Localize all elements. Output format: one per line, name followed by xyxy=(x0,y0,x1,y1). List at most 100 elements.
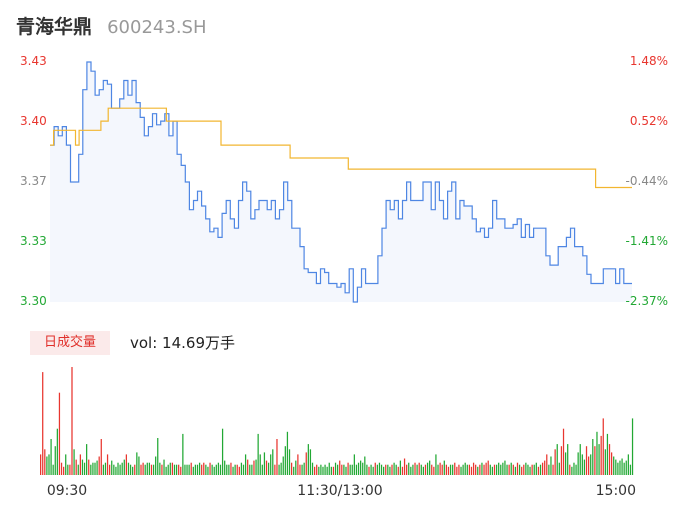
volume-bar xyxy=(278,464,280,475)
volume-bar xyxy=(481,462,483,475)
volume-bar xyxy=(209,462,211,475)
volume-bar xyxy=(464,462,466,475)
volume-bar xyxy=(79,454,81,475)
volume-bar xyxy=(370,464,372,475)
volume-bar xyxy=(349,464,351,475)
volume-bar xyxy=(109,464,111,475)
volume-bar xyxy=(288,449,291,475)
volume-bar xyxy=(173,464,176,475)
volume-bar xyxy=(178,464,180,475)
volume-bar xyxy=(606,433,609,475)
volume-bar xyxy=(383,466,385,475)
volume-bar xyxy=(441,464,443,475)
volume-bar xyxy=(539,464,542,475)
volume-bar xyxy=(504,460,506,475)
volume-bar xyxy=(257,433,259,475)
volume-bar xyxy=(416,464,418,475)
volume-bar xyxy=(69,464,71,475)
volume-bar xyxy=(401,466,404,475)
volume-bar xyxy=(261,464,263,475)
volume-bar xyxy=(165,466,167,475)
volume-bar xyxy=(328,462,330,475)
volume-bar xyxy=(372,466,374,475)
volume-bar xyxy=(132,466,134,475)
volume-bar xyxy=(270,454,272,475)
volume-bar xyxy=(295,460,297,475)
volume-bar xyxy=(516,462,519,475)
volume-bar xyxy=(429,460,431,475)
volume-bar xyxy=(567,444,569,475)
volume-bar xyxy=(610,452,613,475)
volume-bar xyxy=(466,464,468,475)
volume-bar xyxy=(106,454,109,475)
volume-bar xyxy=(587,456,590,475)
volume-bar xyxy=(236,464,238,475)
volume-bar xyxy=(307,444,309,475)
volume-bar xyxy=(347,462,349,475)
volume-bar xyxy=(334,462,337,475)
volume-bar xyxy=(493,464,496,475)
volume-bar xyxy=(575,464,577,475)
volume-bar xyxy=(483,464,485,475)
volume-bar xyxy=(125,454,127,475)
volume-bar xyxy=(613,456,615,475)
stock-header: 青海华鼎 600243.SH xyxy=(16,12,207,40)
volume-bar xyxy=(619,460,621,475)
volume-bar xyxy=(146,462,148,475)
volume-bar xyxy=(571,466,573,475)
volume-bar xyxy=(408,462,410,475)
volume-bar xyxy=(420,464,422,475)
volume-bar xyxy=(63,466,65,475)
volume-bar xyxy=(600,435,602,475)
volume-bar xyxy=(330,466,332,475)
price-line xyxy=(50,61,632,303)
volume-bar xyxy=(353,454,355,475)
volume-bar xyxy=(71,367,73,475)
volume-bar xyxy=(391,464,393,475)
volume-bar xyxy=(604,449,606,475)
volume-bar xyxy=(554,449,556,475)
percent-axis-labels: 1.48% 0.52% -0.44% -1.41% -2.37% xyxy=(626,54,668,308)
volume-bar xyxy=(138,456,140,475)
volume-bar xyxy=(207,466,209,475)
volume-bar xyxy=(121,462,123,475)
volume-bar xyxy=(159,462,161,475)
volume-bar xyxy=(299,464,301,475)
volume-bar xyxy=(487,460,489,475)
volume-bar xyxy=(594,446,596,475)
volume-bar xyxy=(351,464,353,475)
volume-bar xyxy=(221,428,224,475)
volume-bar xyxy=(631,418,634,475)
volume-bar xyxy=(98,456,100,475)
volume-bar xyxy=(284,446,286,475)
volume-bar xyxy=(188,464,190,475)
volume-bar xyxy=(244,454,247,475)
volume-total: vol: 14.69万手 xyxy=(130,334,235,352)
volume-bar xyxy=(224,460,226,475)
volume-bar xyxy=(198,462,201,475)
volume-bar xyxy=(226,464,228,475)
volume-bar xyxy=(40,454,42,475)
volume-bar xyxy=(228,464,230,475)
volume-bar xyxy=(247,459,249,475)
volume-bar xyxy=(282,456,284,475)
volume-bar xyxy=(194,464,197,475)
volume-bar xyxy=(418,462,420,475)
volume-bar xyxy=(406,464,408,475)
volume-bar xyxy=(234,464,236,475)
volume-bar xyxy=(366,464,368,475)
volume-bar xyxy=(58,392,61,475)
volume-bar xyxy=(414,462,416,475)
volume-bar xyxy=(470,466,473,475)
volume-bar xyxy=(274,464,276,475)
volume-bar xyxy=(380,464,383,475)
volume-bar xyxy=(485,462,487,475)
volume-bar xyxy=(456,466,458,475)
volume-bar xyxy=(562,428,565,475)
volume-bar xyxy=(255,459,257,475)
volume-bar xyxy=(190,462,192,475)
volume-bar xyxy=(94,462,96,475)
volume-bar xyxy=(546,454,548,475)
volume-bar xyxy=(92,462,94,475)
